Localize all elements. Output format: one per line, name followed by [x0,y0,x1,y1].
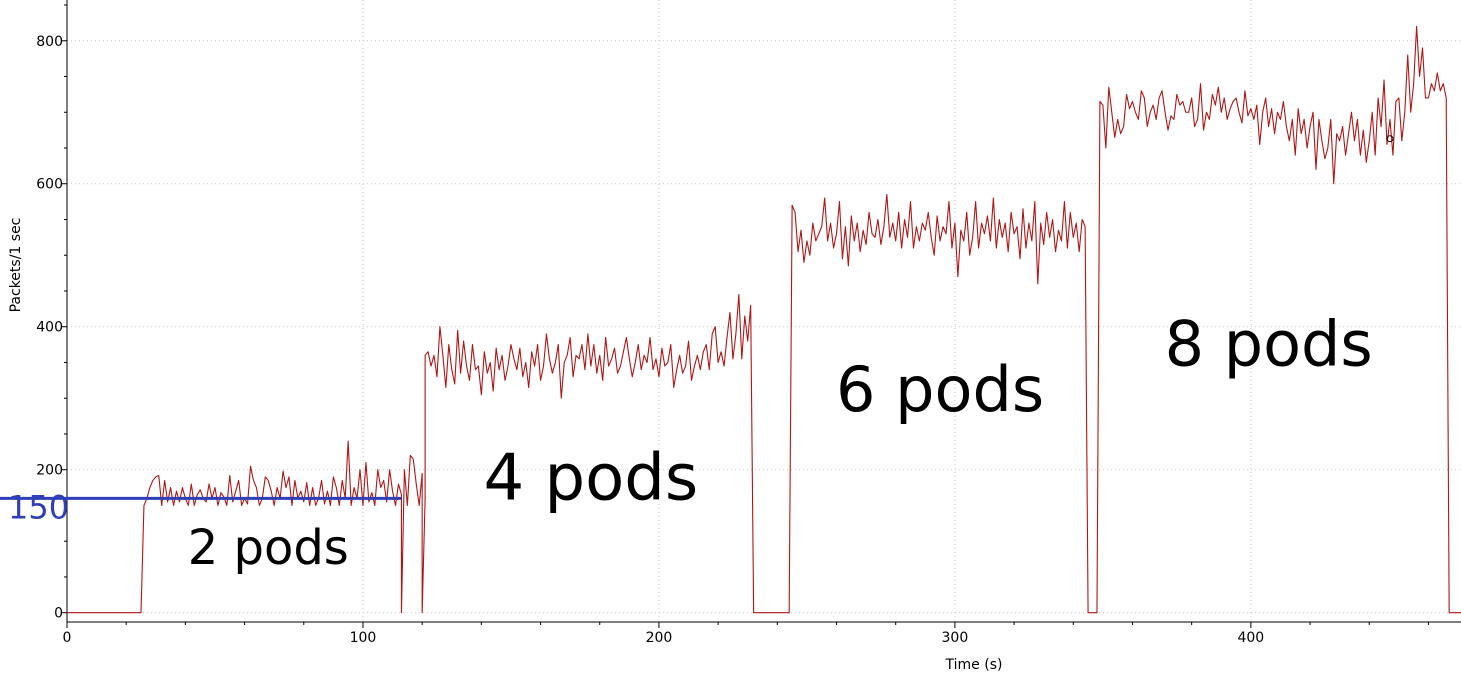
x-tick-label: 200 [646,630,673,646]
annotation-layer: 2 pods 4 pods 6 pods 8 pods [188,307,1373,576]
y-tick-label: 600 [36,177,63,193]
pod-count-annotation: 4 pods [483,442,698,516]
pod-count-annotation: 2 pods [188,520,349,576]
pod-count-annotation: 8 pods [1165,307,1373,380]
x-tick-label: 300 [942,630,969,646]
reference-line-label: 150 [8,488,69,526]
y-tick-label: 800 [36,34,63,50]
x-ticks: 0 100 200 300 400 [63,622,1429,646]
selected-point-marker [1386,135,1394,143]
pod-count-annotation: 6 pods [836,353,1044,426]
x-tick-label: 100 [350,630,377,646]
y-axis-title: Packets/1 sec [8,218,24,313]
x-tick-label: 0 [63,630,72,646]
reference-line-group: 150 [0,488,402,526]
y-tick-label: 200 [36,463,63,479]
x-tick-label: 400 [1237,630,1264,646]
y-ticks: 0 200 400 600 800 [36,4,67,622]
y-tick-label: 400 [36,320,63,336]
x-axis-title: Time (s) [945,657,1003,673]
y-tick-label: 0 [54,606,63,622]
